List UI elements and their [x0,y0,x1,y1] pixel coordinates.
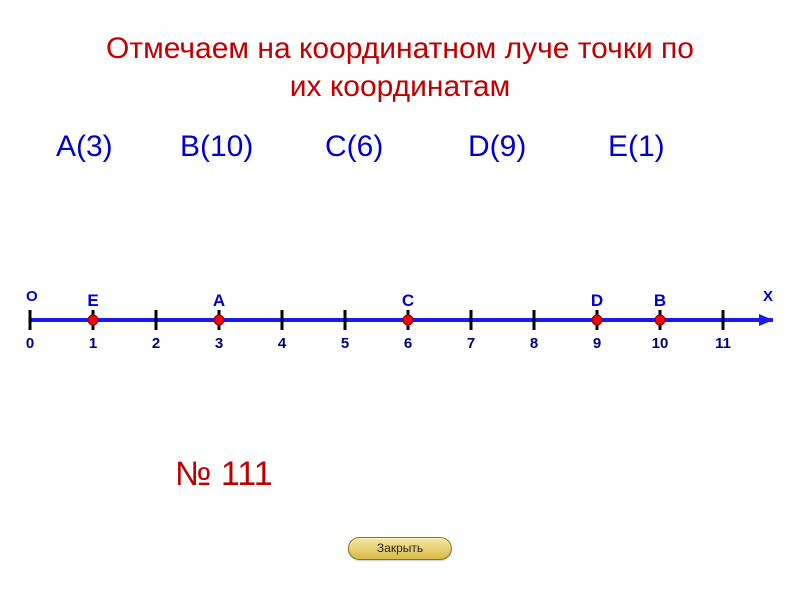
origin-label: О [26,288,38,305]
coord-b: В(10) [180,130,253,164]
page-title: Отмечаем на координатном луче точки по и… [0,30,800,105]
svg-text:10: 10 [652,335,669,352]
close-button[interactable]: Закрыть [348,537,452,560]
exercise-number: № 111 [175,455,273,494]
svg-text:А: А [213,291,225,310]
coord-d: D(9) [468,130,526,164]
svg-text:3: 3 [215,335,223,352]
svg-text:В: В [654,291,666,310]
svg-text:0: 0 [26,335,34,352]
title-line-1: Отмечаем на координатном луче точки по [106,32,694,65]
svg-text:5: 5 [341,335,349,352]
axis-x-label: Х [763,288,773,305]
svg-text:2: 2 [152,335,160,352]
svg-text:1: 1 [89,335,97,352]
number-line: О Х 0 1 2 3 4 5 6 7 8 9 10 11 А В С D Е [0,280,800,380]
svg-text:Е: Е [87,291,98,310]
coord-a: А(3) [56,130,113,164]
svg-text:7: 7 [467,335,475,352]
svg-text:6: 6 [404,335,412,352]
number-line-svg: 0 1 2 3 4 5 6 7 8 9 10 11 А В С D Е [0,280,800,380]
svg-text:D: D [591,291,603,310]
title-line-2: их координатам [290,70,511,103]
coord-e: Е(1) [608,130,665,164]
svg-text:4: 4 [278,335,287,352]
svg-text:11: 11 [715,335,731,352]
coord-c: С(6) [325,130,383,164]
svg-text:9: 9 [593,335,601,352]
svg-text:С: С [402,291,414,310]
svg-text:8: 8 [530,335,538,352]
